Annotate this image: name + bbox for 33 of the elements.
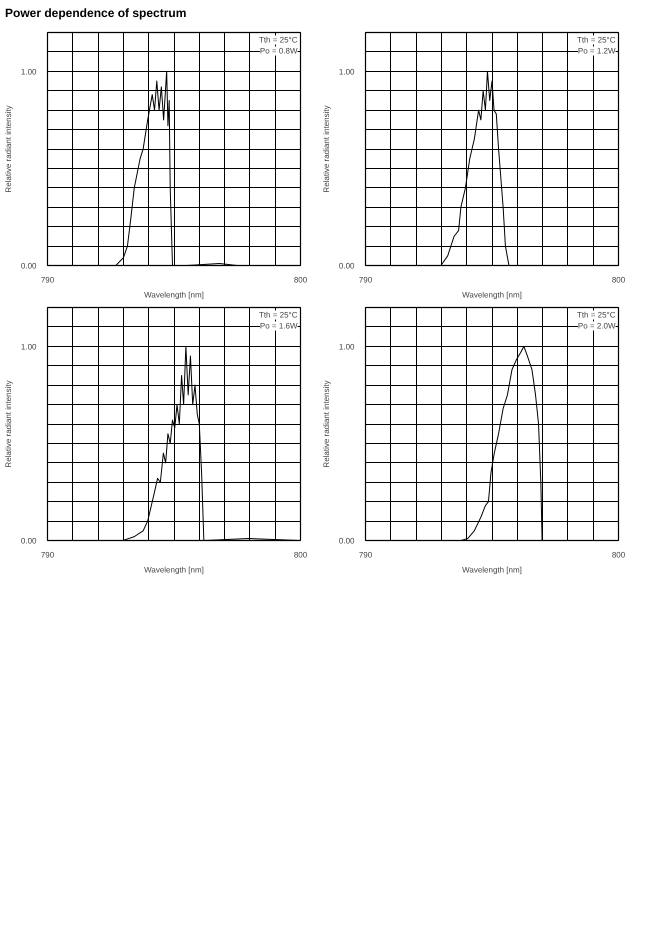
x-tick-label: 800 xyxy=(294,550,308,560)
annotation: Tth = 25°C xyxy=(258,36,298,45)
y-tick-label: 0.00 xyxy=(338,262,356,271)
y-tick-label: 0.00 xyxy=(338,536,356,546)
y-tick-label: 1.00 xyxy=(338,342,356,352)
y-axis-title: Relative radiant intensity xyxy=(4,380,13,468)
y-tick-label: 1.00 xyxy=(338,67,356,76)
x-tick-label: 790 xyxy=(358,276,373,285)
x-tick-label: 800 xyxy=(612,550,626,560)
annotation: Po = 1.6W xyxy=(260,322,298,331)
annotation: Po = 1.2W xyxy=(578,46,616,56)
annotation: Tth = 25°C xyxy=(576,36,616,45)
y-tick-label: 0.00 xyxy=(20,536,38,546)
chart-title: Power dependence of spectrum xyxy=(5,5,186,22)
y-axis-title: Relative radiant intensity xyxy=(322,380,331,468)
y-tick-label: 0.00 xyxy=(20,262,38,271)
y-tick-label: 1.00 xyxy=(20,67,38,76)
x-tick-label: 790 xyxy=(40,550,55,560)
x-axis-title: Wavelength [nm] xyxy=(462,290,522,300)
annotation: Tth = 25°C xyxy=(576,310,616,320)
annotation: Po = 0.8W xyxy=(260,46,298,56)
x-axis-title: Wavelength [nm] xyxy=(144,290,204,300)
annotation: Po = 2.0W xyxy=(578,322,616,331)
y-axis-title: Relative radiant intensity xyxy=(322,106,331,193)
x-tick-label: 790 xyxy=(40,276,55,285)
y-axis-title: Relative radiant intensity xyxy=(4,106,13,193)
x-tick-label: 800 xyxy=(294,276,308,285)
x-tick-label: 790 xyxy=(358,550,373,560)
x-axis-title: Wavelength [nm] xyxy=(144,566,204,575)
annotation: Tth = 25°C xyxy=(258,310,298,320)
x-tick-label: 800 xyxy=(612,276,626,285)
y-tick-label: 1.00 xyxy=(20,342,38,352)
x-axis-title: Wavelength [nm] xyxy=(462,566,522,575)
